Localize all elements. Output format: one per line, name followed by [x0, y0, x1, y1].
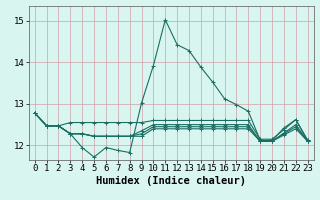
X-axis label: Humidex (Indice chaleur): Humidex (Indice chaleur) — [96, 176, 246, 186]
